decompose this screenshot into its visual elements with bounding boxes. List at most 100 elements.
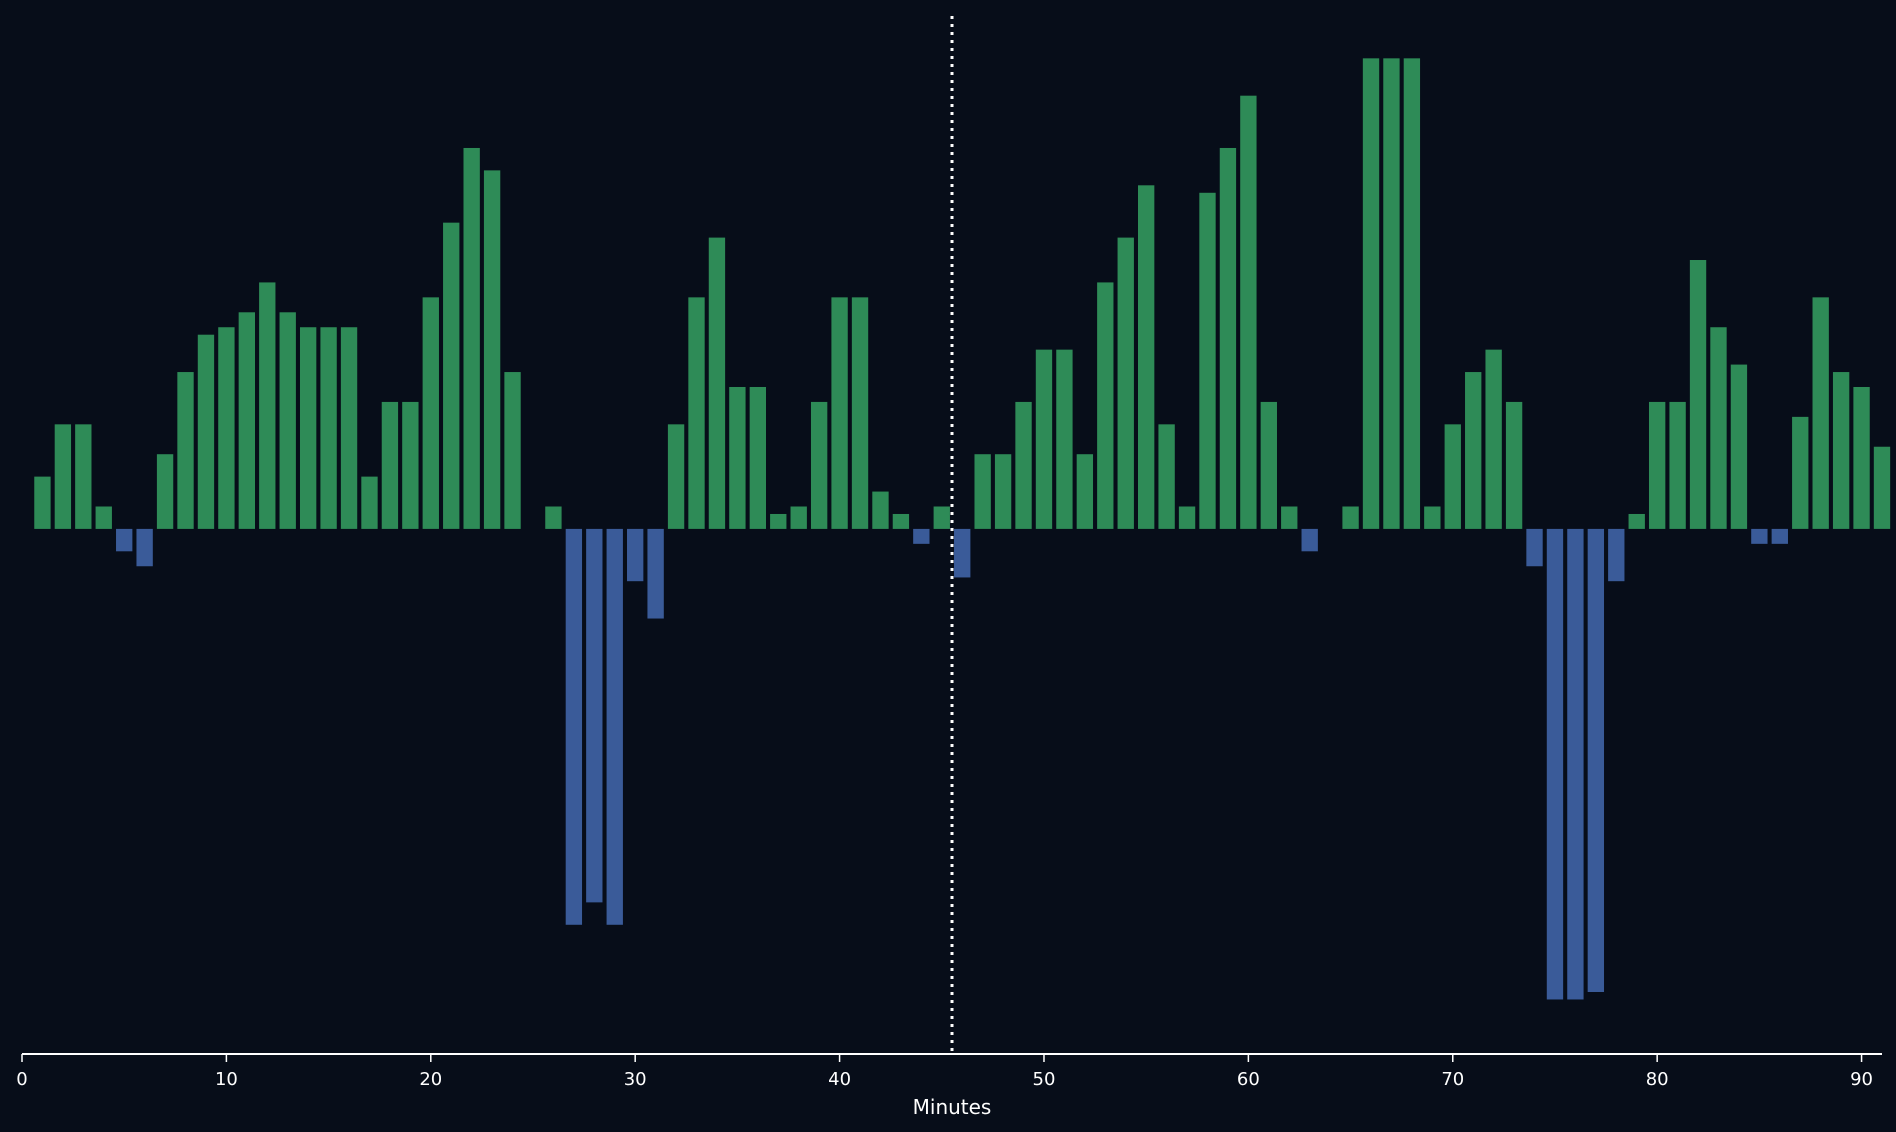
x-tick-label-30: 30 [624, 1069, 647, 1090]
bar-minute-44 [913, 528, 930, 544]
bar-minute-73 [1505, 401, 1523, 529]
bar-minute-12 [259, 282, 276, 529]
bar-minute-2 [54, 424, 72, 529]
bar-minute-77 [1587, 528, 1605, 992]
bar-minute-88 [1812, 297, 1829, 529]
bar-minute-19 [402, 401, 419, 529]
x-tick-label-90: 90 [1850, 1069, 1873, 1090]
bar-minute-50 [1035, 349, 1053, 529]
bar-minute-47 [974, 454, 991, 529]
bar-minute-30 [627, 528, 644, 582]
bar-minute-68 [1403, 58, 1421, 529]
bar-minute-53 [1097, 282, 1114, 529]
bar-minute-18 [381, 401, 399, 529]
bar-minute-54 [1117, 237, 1134, 529]
bar-minute-36 [749, 386, 766, 529]
bar-minute-61 [1260, 401, 1277, 529]
x-axis-title: Minutes [913, 1095, 992, 1119]
bar-minute-69 [1424, 506, 1441, 529]
bar-minute-20 [422, 297, 439, 529]
bar-minute-59 [1219, 147, 1237, 529]
x-tick-label-0: 0 [16, 1069, 27, 1090]
bar-minute-33 [688, 297, 705, 529]
bar-minute-8 [177, 372, 194, 529]
bar-minute-70 [1444, 424, 1461, 529]
bar-minute-78 [1608, 528, 1625, 582]
bar-minute-39 [810, 401, 828, 529]
bar-minute-14 [299, 327, 317, 529]
bar-minute-34 [708, 237, 726, 529]
x-tick-label-60: 60 [1237, 1069, 1260, 1090]
bar-minute-5 [116, 528, 133, 552]
bar-minute-13 [279, 312, 296, 529]
bar-minute-16 [340, 327, 358, 529]
bar-minute-15 [320, 327, 337, 529]
bar-minute-38 [790, 506, 807, 529]
bar-series [34, 58, 1891, 1000]
bar-minute-71 [1465, 372, 1482, 529]
bar-minute-35 [729, 386, 746, 529]
bar-minute-62 [1281, 506, 1298, 529]
bar-minute-40 [831, 297, 848, 529]
bar-minute-80 [1648, 401, 1666, 529]
bar-minute-76 [1567, 528, 1584, 1000]
bar-minute-85 [1751, 528, 1768, 544]
x-tick-label-20: 20 [419, 1069, 442, 1090]
bar-minute-91 [1873, 446, 1891, 529]
bar-minute-56 [1158, 424, 1175, 529]
bar-minute-22 [463, 147, 480, 529]
bar-minute-55 [1138, 185, 1155, 529]
bar-minute-7 [156, 454, 174, 529]
bar-minute-24 [504, 372, 521, 529]
bar-minute-72 [1485, 349, 1502, 529]
bar-minute-42 [872, 491, 889, 529]
bar-minute-3 [75, 424, 92, 529]
x-tick-label-50: 50 [1033, 1069, 1056, 1090]
bar-minute-63 [1301, 528, 1318, 552]
x-tick-label-40: 40 [828, 1069, 851, 1090]
bar-minute-60 [1240, 95, 1257, 529]
bar-minute-52 [1076, 454, 1094, 529]
bar-minute-74 [1526, 528, 1543, 567]
bar-minute-66 [1362, 58, 1380, 529]
bar-minute-57 [1178, 506, 1196, 529]
bar-minute-58 [1199, 192, 1216, 529]
x-tick-label-80: 80 [1646, 1069, 1669, 1090]
bar-minute-90 [1853, 386, 1870, 529]
bar-minute-23 [483, 170, 501, 529]
bar-minute-29 [606, 528, 623, 925]
bar-minute-79 [1628, 513, 1645, 529]
bar-minute-81 [1669, 401, 1686, 529]
bar-minute-6 [136, 528, 153, 567]
bar-minute-86 [1771, 528, 1788, 544]
bar-minute-84 [1730, 364, 1748, 529]
bar-minute-31 [647, 528, 664, 619]
bar-minute-32 [667, 424, 685, 529]
bar-minute-28 [586, 528, 603, 903]
bar-minute-82 [1689, 260, 1707, 529]
bar-minute-75 [1546, 528, 1564, 1000]
bar-minute-4 [95, 506, 112, 529]
bar-minute-45 [933, 506, 950, 529]
bar-minute-67 [1383, 58, 1400, 529]
x-tick-label-70: 70 [1441, 1069, 1464, 1090]
bar-minute-1 [34, 476, 51, 529]
bar-minute-10 [218, 327, 235, 529]
bar-minute-21 [443, 222, 460, 529]
bar-minute-49 [1015, 401, 1032, 529]
bar-minute-48 [994, 454, 1012, 529]
bar-minute-27 [565, 528, 583, 925]
x-axis-ticks: 0 10 20 30 40 50 60 70 80 90 [16, 1054, 1873, 1090]
bar-minute-65 [1342, 506, 1359, 529]
bar-minute-9 [197, 334, 215, 529]
bar-minute-41 [851, 297, 869, 529]
bar-minute-37 [770, 513, 787, 529]
bar-minute-26 [545, 506, 562, 529]
bar-minute-51 [1056, 349, 1073, 529]
bar-minute-17 [361, 476, 378, 529]
bar-minute-87 [1792, 416, 1809, 529]
bar-minute-43 [892, 513, 910, 529]
bar-minute-46 [954, 528, 971, 578]
bar-minute-11 [238, 312, 256, 529]
